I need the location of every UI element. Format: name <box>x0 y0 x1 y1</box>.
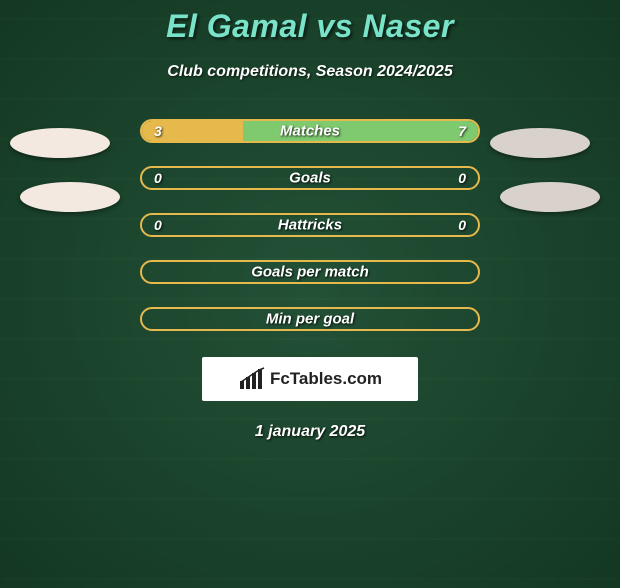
team-badge-right <box>500 182 600 212</box>
stat-value-left: 0 <box>154 217 162 233</box>
stat-value-right: 0 <box>458 170 466 186</box>
team-badge-left <box>10 128 110 158</box>
stat-label: Goals <box>289 170 331 187</box>
team-badge-right <box>490 128 590 158</box>
bars-icon <box>238 367 266 391</box>
stat-row: Goals per match <box>140 260 480 284</box>
fctables-logo[interactable]: FcTables.com <box>202 357 418 401</box>
logo-text: FcTables.com <box>270 369 382 389</box>
page-title: El Gamal vs Naser <box>0 8 620 45</box>
team-badge-left <box>20 182 120 212</box>
stat-label: Matches <box>280 123 340 140</box>
stat-value-right: 0 <box>458 217 466 233</box>
stat-value-left: 0 <box>154 170 162 186</box>
stat-row: Min per goal <box>140 307 480 331</box>
stat-label: Goals per match <box>251 264 369 281</box>
date-text: 1 january 2025 <box>0 423 620 441</box>
subtitle: Club competitions, Season 2024/2025 <box>0 63 620 81</box>
stat-value-right: 7 <box>458 123 466 139</box>
stat-label: Min per goal <box>266 311 354 328</box>
stat-fill-right <box>243 121 478 141</box>
stat-row: 3 7 Matches <box>140 119 480 143</box>
stat-label: Hattricks <box>278 217 342 234</box>
stat-row: 0 0 Hattricks <box>140 213 480 237</box>
stat-row: 0 0 Goals <box>140 166 480 190</box>
stat-value-left: 3 <box>154 123 162 139</box>
